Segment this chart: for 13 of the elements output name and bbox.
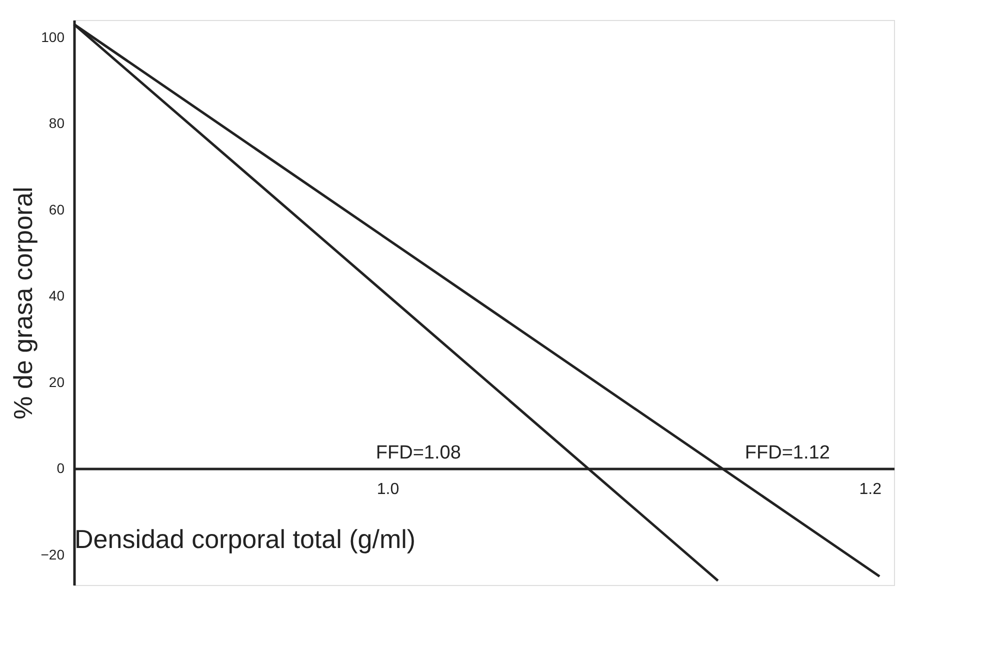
x-tick-label: 1.0 [376, 481, 400, 498]
annotation: FFD=1.08 [376, 442, 461, 464]
y-tick-label: 0 [56, 460, 65, 476]
x-axis-title: Densidad corporal total (g/ml) [74, 524, 416, 554]
y-tick-label: 80 [48, 115, 65, 132]
y-tick-label: 20 [48, 374, 65, 390]
x-tick-label: 1.2 [859, 481, 882, 498]
y-axis-title: % de grasa corporal [8, 186, 38, 420]
y-tick-label: 100 [41, 28, 65, 45]
y-tick-label: 40 [48, 288, 65, 304]
annotation: FFD=1.12 [744, 442, 830, 464]
y-tick-label: −20 [40, 546, 65, 562]
y-tick-label: 60 [48, 201, 65, 218]
